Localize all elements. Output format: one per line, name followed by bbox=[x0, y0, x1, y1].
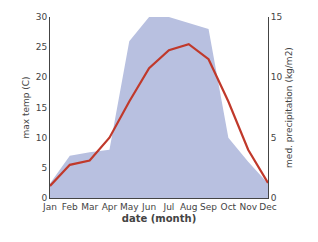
svg-text:30: 30 bbox=[36, 12, 48, 22]
svg-text:Dec: Dec bbox=[259, 202, 276, 212]
svg-text:Apr: Apr bbox=[102, 202, 118, 212]
svg-text:date (month): date (month) bbox=[122, 213, 196, 224]
svg-text:Jul: Jul bbox=[162, 202, 174, 212]
svg-text:20: 20 bbox=[36, 72, 48, 82]
svg-text:Sep: Sep bbox=[200, 202, 217, 212]
svg-text:May: May bbox=[120, 202, 139, 212]
svg-text:Mar: Mar bbox=[81, 202, 98, 212]
svg-text:25: 25 bbox=[36, 42, 47, 52]
svg-text:15: 15 bbox=[271, 12, 282, 22]
svg-text:Feb: Feb bbox=[62, 202, 78, 212]
svg-text:Oct: Oct bbox=[221, 202, 237, 212]
svg-text:0: 0 bbox=[41, 193, 47, 203]
svg-text:10: 10 bbox=[271, 72, 283, 82]
svg-text:5: 5 bbox=[271, 133, 277, 143]
svg-text:Nov: Nov bbox=[239, 202, 257, 212]
svg-text:Jan: Jan bbox=[42, 202, 57, 212]
svg-text:med. precipitation (kg/m2): med. precipitation (kg/m2) bbox=[284, 47, 294, 168]
svg-text:10: 10 bbox=[36, 133, 48, 143]
svg-text:max temp (C): max temp (C) bbox=[21, 76, 31, 138]
svg-text:Aug: Aug bbox=[180, 202, 198, 212]
svg-text:15: 15 bbox=[36, 103, 47, 113]
svg-text:0: 0 bbox=[271, 193, 277, 203]
svg-text:Jun: Jun bbox=[141, 202, 156, 212]
svg-text:5: 5 bbox=[41, 163, 47, 173]
